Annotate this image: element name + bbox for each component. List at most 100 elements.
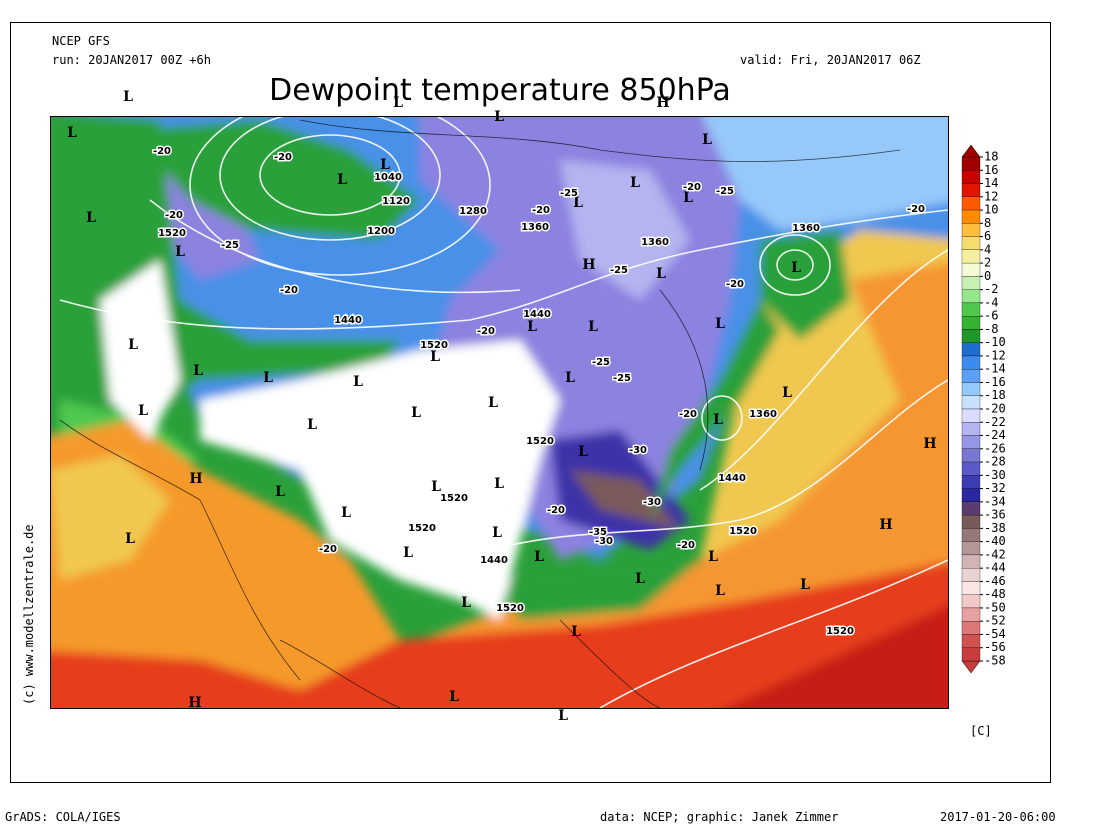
colorbar-label: -40 [984,534,1006,548]
contour-label: -20 [165,210,183,221]
colorbar-label: -30 [984,468,1006,482]
pressure-symbol: L [494,476,504,492]
colorbar-segment [961,554,981,569]
colorbar-segment [961,488,981,502]
pressure-symbol: L [193,363,203,379]
pressure-symbol: H [879,517,892,533]
colorbar-label: -36 [984,508,1006,522]
contour-label: 1280 [459,206,487,217]
colorbar-segment [961,581,981,595]
contour-label: -20 [726,279,744,290]
title: Dewpoint temperature 850hPa [269,73,731,108]
contour-label: -20 [683,182,701,193]
pressure-symbol: L [656,266,666,282]
contour-label: 1520 [420,340,448,351]
contour-label: -20 [677,540,695,551]
pressure-symbol: H [188,695,201,711]
pressure-symbol: L [494,109,504,125]
unit: [C] [970,724,992,738]
colorbar-segment [961,621,981,635]
pressure-symbol: L [534,549,544,565]
contour-label: 1360 [792,223,820,234]
contour-label: -20 [274,152,292,163]
contour-label: -25 [592,357,610,368]
colorbar-label: 8 [984,216,991,230]
colorbar-segment [961,196,981,211]
contour-label: 1520 [158,228,186,239]
colorbar-segment [961,395,981,410]
colorbar-segment [961,541,981,556]
colorbar-label: 6 [984,229,991,243]
colorbar-segment [961,342,981,357]
colorbar-label: -38 [984,521,1006,535]
map-symbols: L L H L L L L L L L L L H L L L L L L L L L L L L L L L L L L L H H L L L L H L… [67,89,937,724]
contour-label: -25 [613,373,631,384]
pressure-symbol: L [263,370,273,386]
colorbar-label: 4 [984,242,991,256]
valid: valid: Fri, 20JAN2017 06Z [740,53,921,67]
contour-label: -20 [679,409,697,420]
pressure-symbol: L [488,395,498,411]
contour-label: 1040 [374,172,402,183]
colorbar-label: -50 [984,600,1006,614]
pressure-symbol: L [571,624,581,640]
pressure-symbol: L [630,175,640,191]
pressure-symbol: L [123,89,133,105]
contour-label: 1520 [496,603,524,614]
pressure-symbol: L [380,157,390,173]
colorbar-label: -2 [984,282,998,296]
colorbar-segment [961,514,981,529]
pressure-symbol: H [189,471,202,487]
colorbar-label: -34 [984,494,1006,508]
contour-label: -20 [477,326,495,337]
contour-label: 1360 [641,237,669,248]
colorbar-segment [961,501,981,516]
contour-label: 1440 [523,309,551,320]
contour-label: -35 [589,527,607,538]
colorbar-label: 0 [984,269,991,283]
pressure-symbol: L [393,95,403,111]
colorbar-label: -32 [984,481,1006,495]
pressure-symbol: L [430,349,440,365]
contour-label: 1360 [749,409,777,420]
contour-label: 1200 [367,226,395,237]
map-border [50,116,949,709]
colorbar-segment [961,355,981,370]
colorbar-label: -44 [984,561,1006,575]
pressure-symbol: L [431,479,441,495]
colorbar-label: -46 [984,574,1006,588]
pressure-symbol: L [715,316,725,332]
colorbar-segment [961,634,981,648]
contour-label: -20 [153,146,171,157]
colorbar-segment [961,223,981,237]
colorbar-segment [961,236,981,250]
pressure-symbol: H [923,436,936,452]
pressure-symbol: L [565,370,575,386]
contour-label: 1440 [334,315,362,326]
colorbar-label: 14 [984,176,998,190]
contour-label: 1440 [718,473,746,484]
colorbar-segment [961,329,981,343]
colorbar-segment [961,302,981,317]
pressure-symbol: L [558,708,568,724]
colorbar-label: -52 [984,614,1006,628]
colorbar-label: 18 [984,150,998,164]
colorbar-label: -10 [984,335,1006,349]
colorbar-segment [961,276,981,290]
contour-label: -25 [610,265,628,276]
contour-label: 1360 [521,222,549,233]
pressure-symbol: L [800,577,810,593]
contour-label: 1520 [526,436,554,447]
colorbar-segment [961,461,981,476]
contour-label: 1520 [729,526,757,537]
contour-label: -25 [560,188,578,199]
footer-timestamp: 2017-01-20-06:00 [940,810,1056,824]
run: run: 20JAN2017 00Z +6h [52,53,211,67]
pressure-symbol: L [578,444,588,460]
pressure-symbol: L [86,210,96,226]
colorbar-segment [961,262,981,277]
colorbar-segment [961,475,981,489]
pressure-symbol: L [492,525,502,541]
